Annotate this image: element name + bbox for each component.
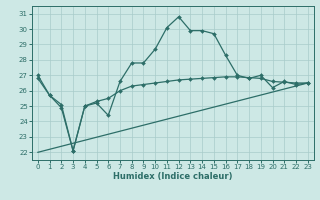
X-axis label: Humidex (Indice chaleur): Humidex (Indice chaleur) [113,172,233,181]
